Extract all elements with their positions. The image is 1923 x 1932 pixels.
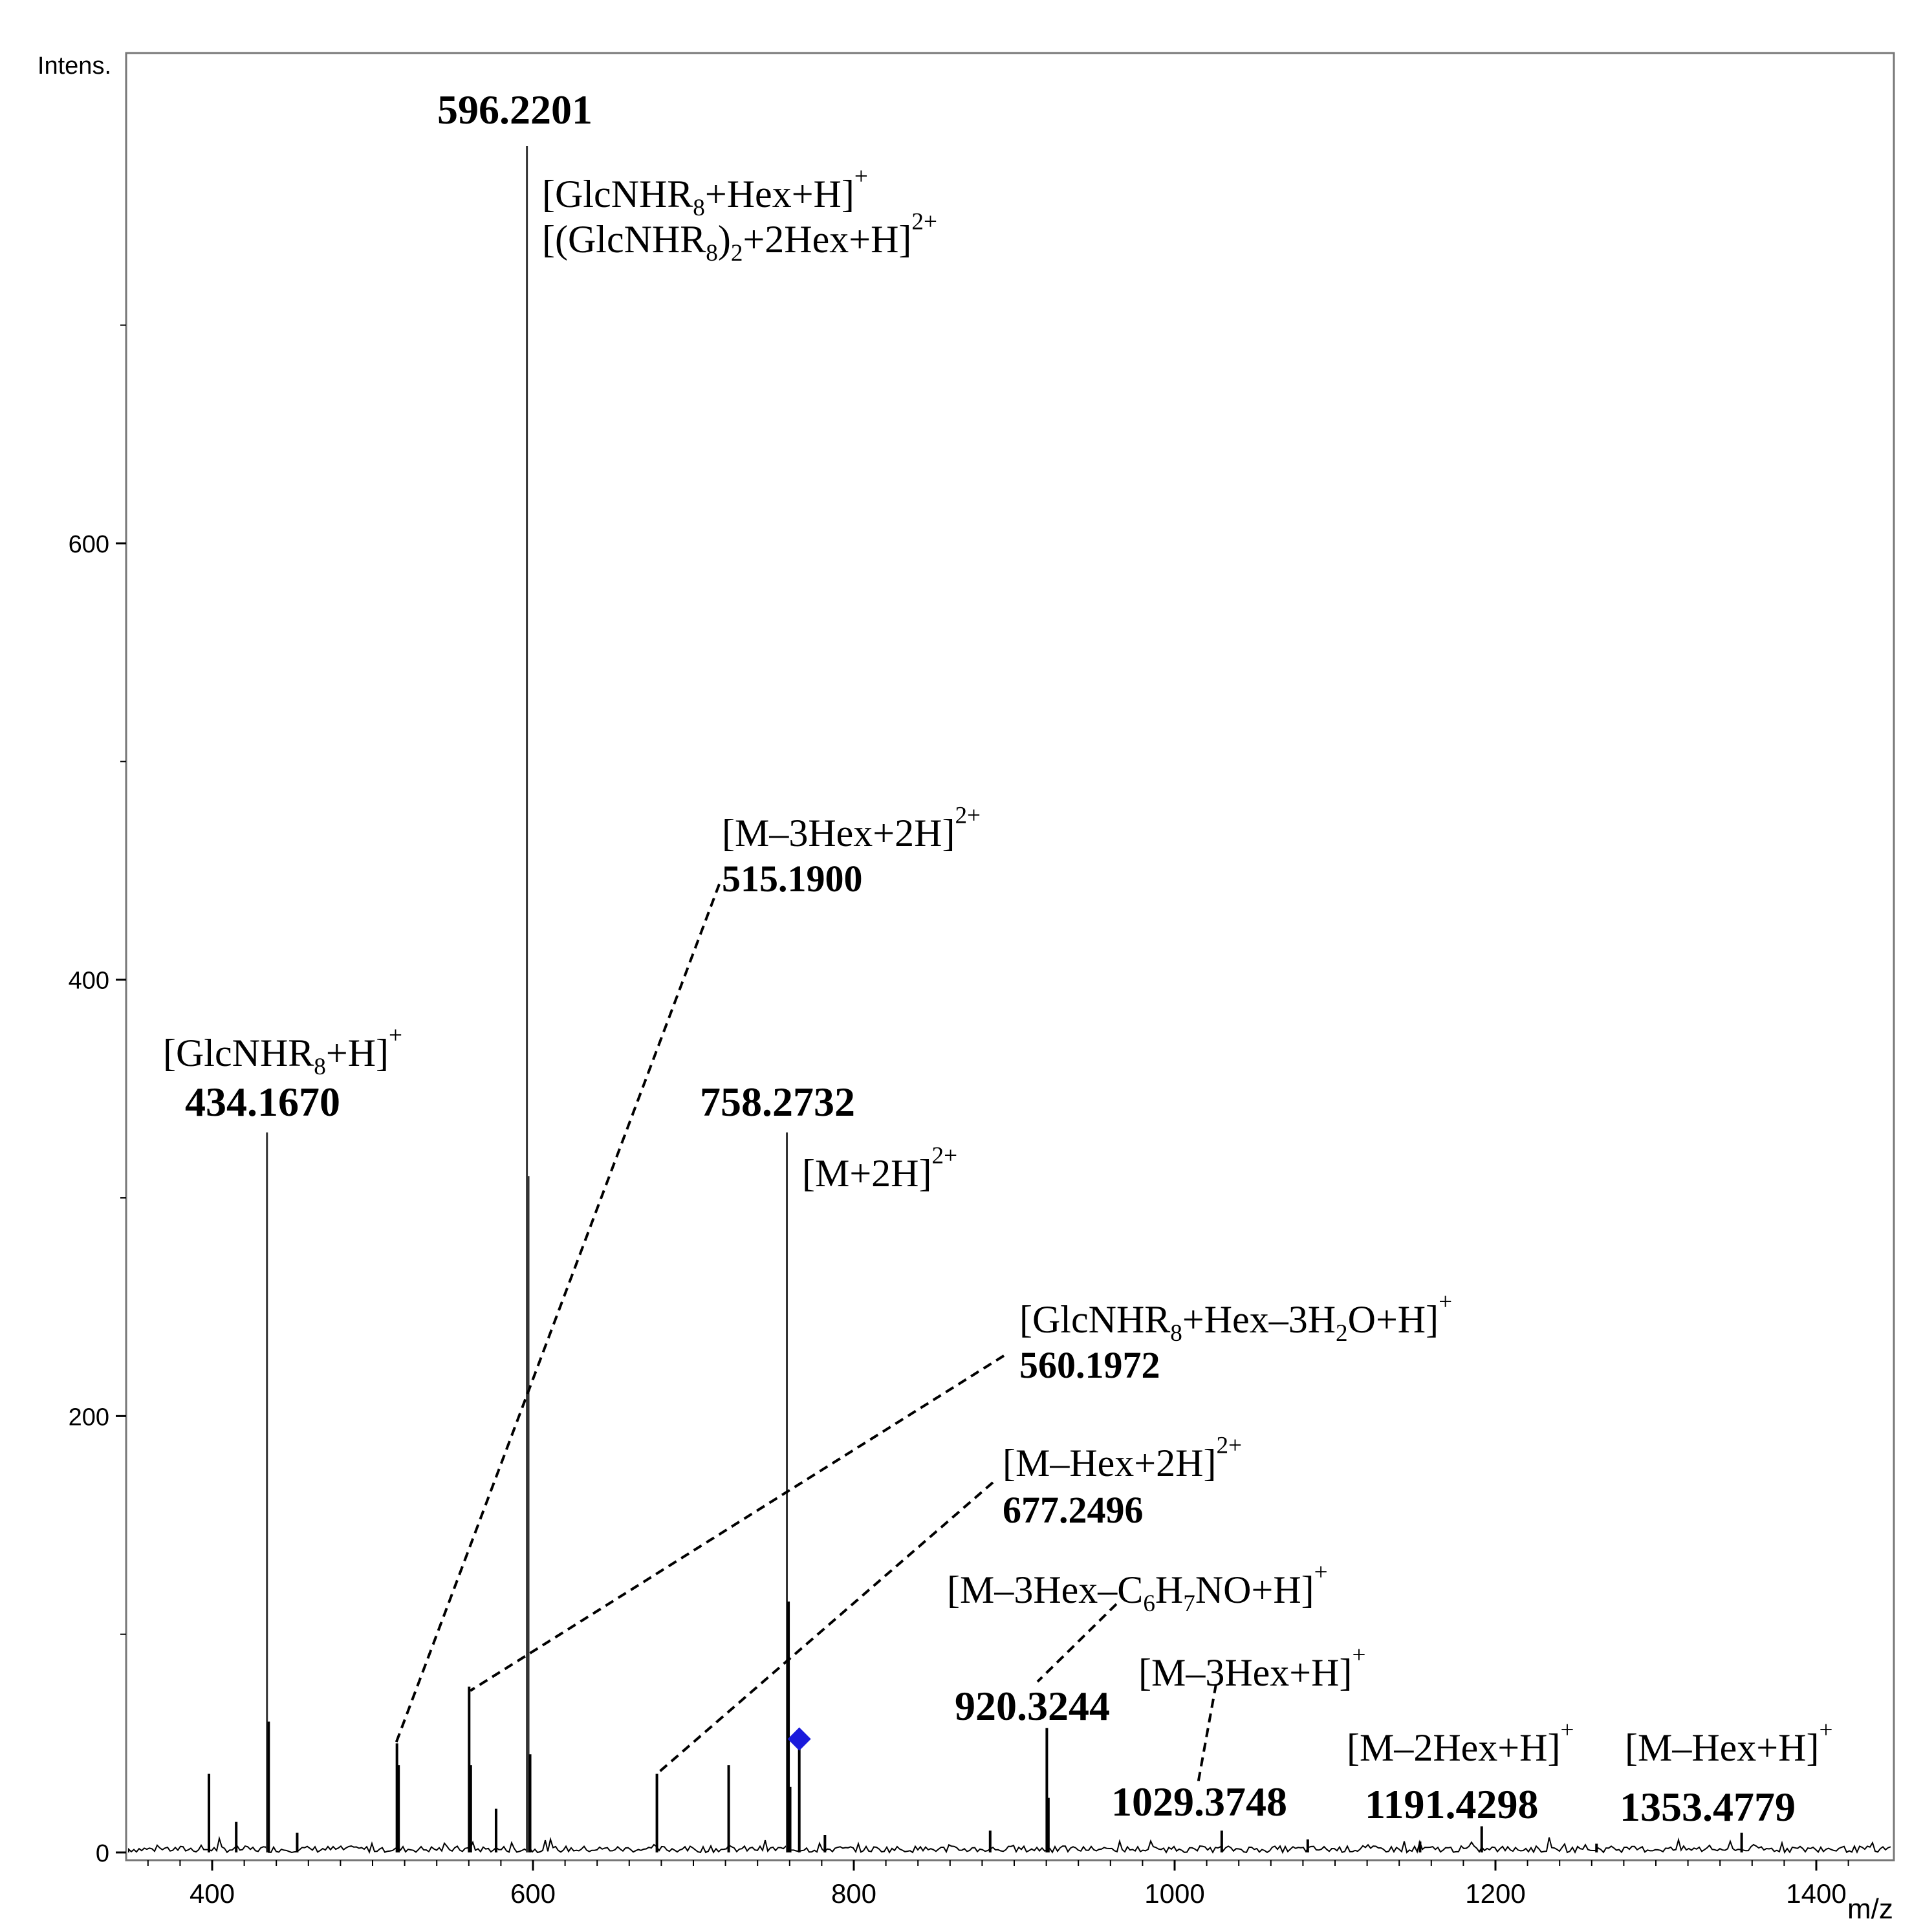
leader-560 xyxy=(469,1354,1005,1692)
peak-label-596: 596.2201 xyxy=(437,87,592,133)
peak-label-560: 560.1972 xyxy=(1019,1344,1160,1386)
ion-label-515: [M–3Hex+2H]2+ xyxy=(722,802,981,854)
peak-label-920: 920.3244 xyxy=(955,1683,1110,1729)
x-tick-label: 1400 xyxy=(1786,1878,1846,1909)
ion-label-596-b: [(GlcNHR8)2+2Hex+H]2+ xyxy=(542,208,937,267)
ion-label-596-a: [GlcNHR8+Hex+H]+ xyxy=(542,163,868,222)
peak-label-1029: 1029.3748 xyxy=(1111,1779,1287,1825)
peak-label-1353: 1353.4779 xyxy=(1620,1784,1796,1830)
x-tick-label: 800 xyxy=(831,1878,876,1909)
axis-ticks: 400 600 800 1000 1200 1400 0 200 400 600 xyxy=(69,324,1849,1909)
y-tick-label: 200 xyxy=(69,1404,109,1431)
peak-label-515: 515.1900 xyxy=(722,858,863,900)
y-tick-label: 0 xyxy=(96,1840,109,1867)
ion-label-1029: [M–3Hex+H]+ xyxy=(1138,1642,1366,1694)
x-axis-label: m/z xyxy=(1847,1893,1893,1925)
plot-frame xyxy=(125,52,1895,1861)
spectrum-peaks xyxy=(208,146,1743,1852)
baseline-noise xyxy=(128,1836,1891,1854)
x-tick-label: 600 xyxy=(510,1878,556,1909)
ion-label-434: [GlcNHR8+H]+ xyxy=(163,1022,403,1081)
peak-label-758: 758.2732 xyxy=(700,1079,855,1125)
diamond-marker xyxy=(787,1727,811,1751)
y-axis-label: Intens. xyxy=(38,52,111,80)
ion-label-920: [M–3Hex–C6H7NO+H]+ xyxy=(947,1559,1328,1618)
ion-label-1353: [M–Hex+H]+ xyxy=(1625,1717,1833,1769)
leader-515 xyxy=(394,884,721,1746)
noise-trace xyxy=(128,1836,1891,1854)
peak-label-1191: 1191.4298 xyxy=(1365,1781,1539,1827)
x-tick-label: 1000 xyxy=(1144,1878,1204,1909)
ion-label-560: [GlcNHR8+Hex–3H2O+H]+ xyxy=(1019,1288,1453,1347)
ion-label-1191: [M–2Hex+H]+ xyxy=(1347,1717,1574,1769)
leader-1029 xyxy=(1197,1684,1217,1785)
peak-label-677: 677.2496 xyxy=(1003,1489,1144,1531)
x-tick-label: 400 xyxy=(190,1878,235,1909)
y-tick-label: 400 xyxy=(69,968,109,995)
ion-label-677: [M–Hex+2H]2+ xyxy=(1003,1432,1243,1484)
leader-920 xyxy=(1036,1603,1118,1683)
leader-677 xyxy=(655,1481,994,1775)
x-tick-label: 1200 xyxy=(1465,1878,1525,1909)
ion-label-758: [M+2H]2+ xyxy=(802,1142,958,1195)
peak-label-434: 434.1670 xyxy=(185,1079,340,1125)
y-tick-label: 600 xyxy=(69,531,109,558)
annotation-leader-lines xyxy=(394,884,1217,1785)
